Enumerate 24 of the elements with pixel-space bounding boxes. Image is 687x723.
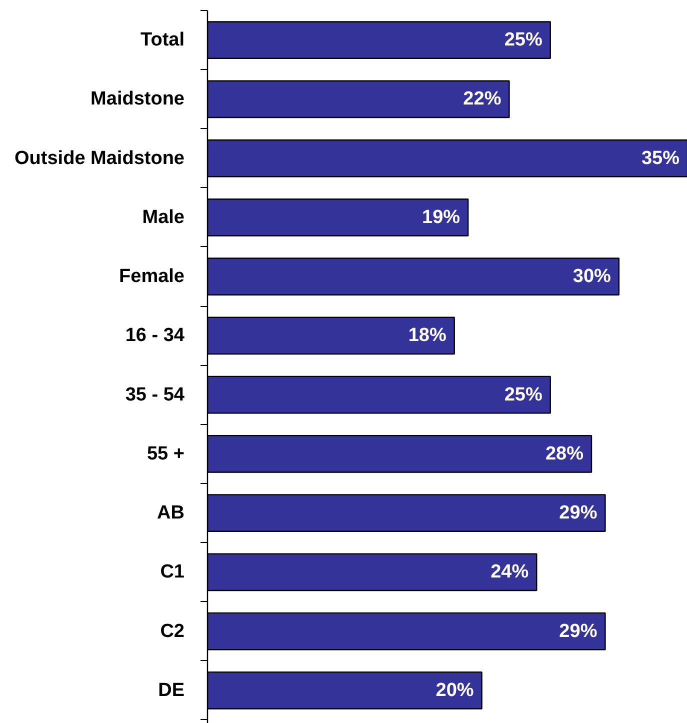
data-label: 35%: [641, 148, 680, 169]
data-label: 28%: [545, 443, 584, 464]
data-label: 18%: [408, 325, 446, 346]
data-label: 19%: [422, 206, 460, 228]
y-tick-label: AB: [157, 502, 185, 524]
y-tick-label: 16 - 34: [125, 325, 185, 346]
y-tick-label: Total: [140, 30, 185, 51]
y-tick-label: Female: [119, 266, 185, 288]
data-label: 20%: [436, 680, 474, 701]
y-tick-label: Maidstone: [90, 88, 184, 110]
data-label: 29%: [559, 502, 598, 524]
data-label: 22%: [463, 88, 502, 110]
y-tick-label: Outside Maidstone: [14, 148, 185, 169]
y-tick-label: Male: [142, 206, 185, 228]
y-tick-label: 55 +: [146, 443, 185, 464]
data-label: 25%: [504, 384, 542, 406]
y-tick-label: 35 - 54: [125, 384, 185, 406]
data-label: 25%: [504, 30, 542, 51]
y-tick-label: C1: [160, 562, 185, 583]
y-tick-label: DE: [158, 680, 185, 701]
data-label: 30%: [572, 266, 612, 288]
y-tick-label: C2: [160, 620, 185, 642]
data-label: 24%: [490, 562, 529, 583]
data-label: 29%: [559, 620, 598, 642]
